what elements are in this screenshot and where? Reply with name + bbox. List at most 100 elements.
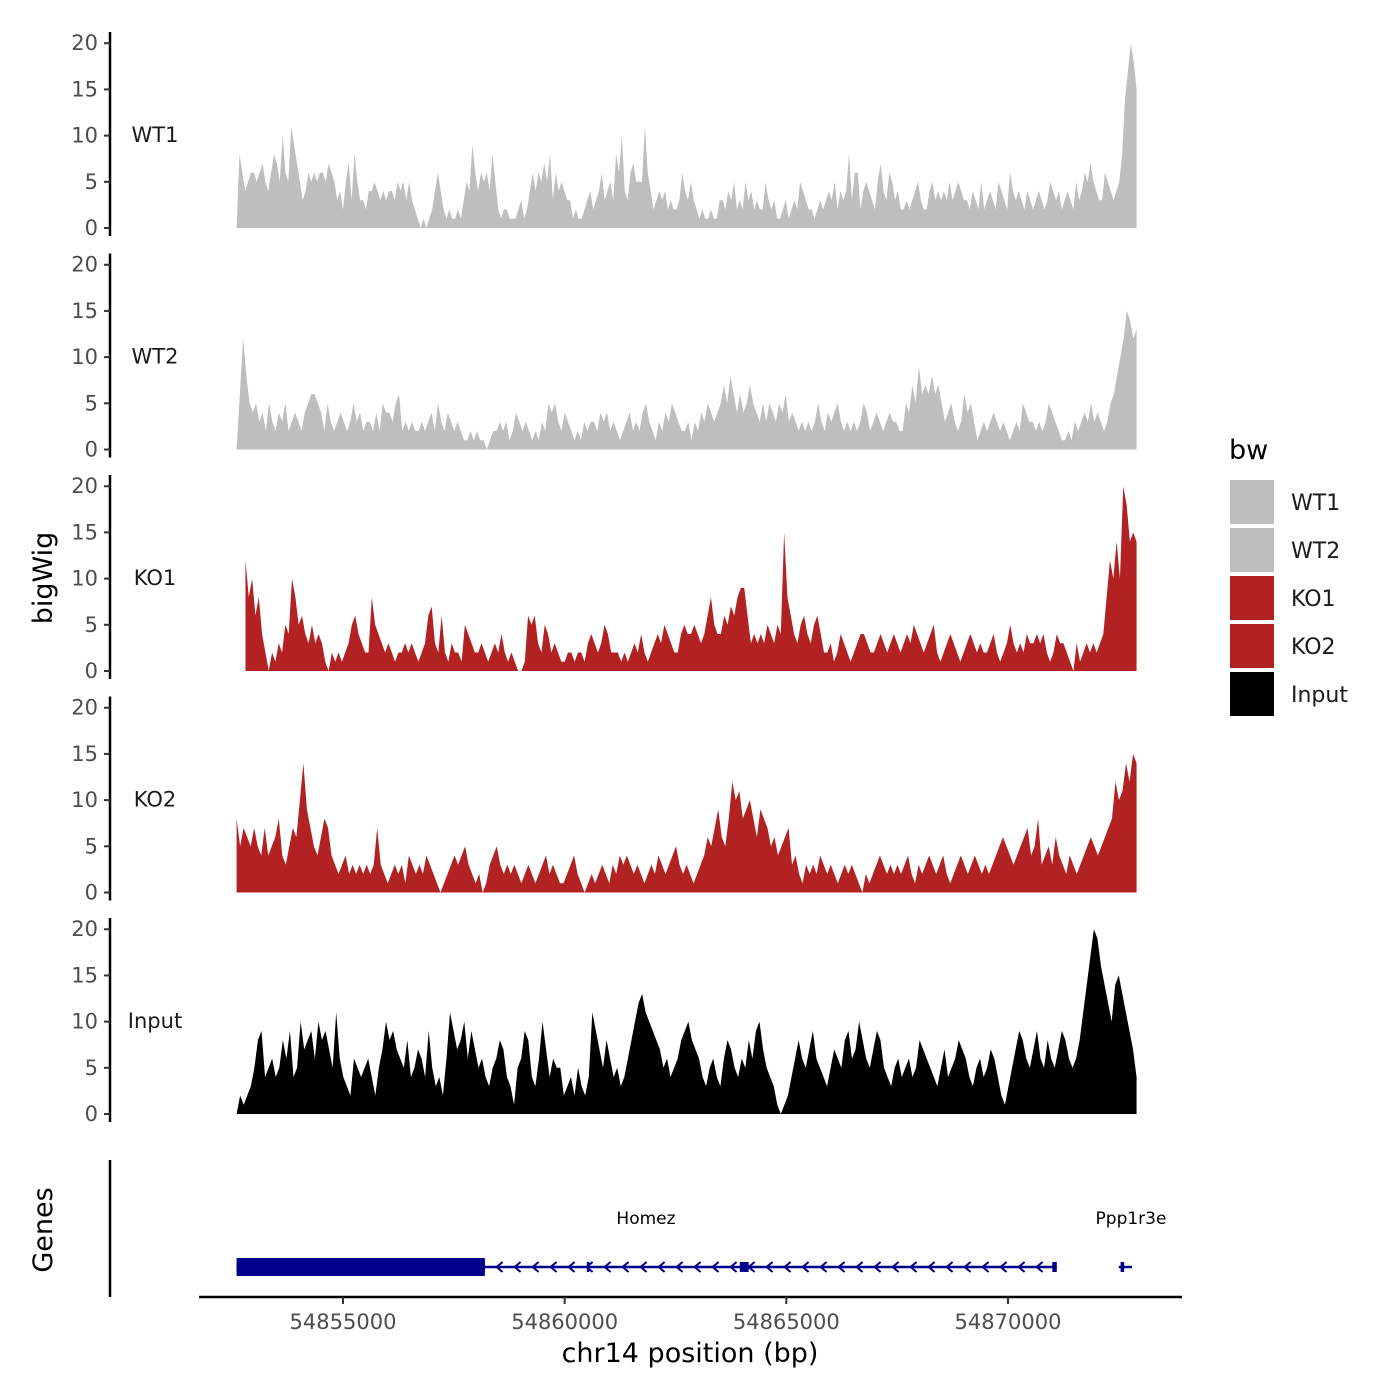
track-wt2: 0 5 10 15 20 WT2 [71, 253, 1137, 462]
gene-label-ppp1r3e: Ppp1r3e [1096, 1209, 1167, 1229]
gene-exon [739, 1262, 749, 1272]
strand-arrow [621, 1261, 630, 1273]
strand-arrow [837, 1261, 846, 1273]
strand-arrow [657, 1261, 666, 1273]
gene-ppp1r3e: Ppp1r3e [1096, 1209, 1167, 1272]
y-tick-label: 20 [71, 474, 98, 498]
track-input: 0 5 10 15 20 Input [71, 917, 1137, 1126]
gene-exon [1052, 1262, 1057, 1272]
y-tick-label: 15 [71, 299, 98, 323]
strand-arrow [531, 1261, 540, 1273]
genes-layer: Homez Ppp1r3e [108, 1160, 1167, 1297]
strand-arrow [549, 1261, 558, 1273]
gene-homez: Homez [236, 1209, 1057, 1276]
strand-arrow [639, 1261, 648, 1273]
coverage-area-input [236, 929, 1137, 1114]
legend-label-ko2: KO2 [1291, 635, 1336, 660]
strand-arrow [585, 1261, 594, 1273]
y-tick-label: 5 [85, 1056, 98, 1080]
x-tick-label: 54855000 [290, 1310, 397, 1334]
legend-swatch-ko1 [1230, 576, 1274, 620]
legend-swatch-wt1 [1230, 480, 1274, 524]
strand-arrow [567, 1261, 576, 1273]
track-label-wt1: WT1 [132, 123, 179, 147]
strand-arrow [873, 1261, 882, 1273]
y-tick-label: 10 [71, 345, 98, 369]
legend-swatch-input [1230, 672, 1274, 716]
y-tick-label: 10 [71, 1010, 98, 1034]
strand-arrow [891, 1261, 900, 1273]
y-tick-label: 15 [71, 742, 98, 766]
y-tick-label: 5 [85, 613, 98, 637]
strand-arrow [603, 1261, 612, 1273]
tracks-layer: 0 5 10 15 20 WT1 0 5 10 15 20 WT2 0 5 10 15 20 KO1 0 5 10 15 2… [71, 31, 1137, 1126]
y-tick-label: 20 [71, 917, 98, 941]
y-tick-label: 20 [71, 31, 98, 55]
track-label-ko1: KO1 [134, 566, 177, 590]
legend-swatch-wt2 [1230, 528, 1274, 572]
strand-arrow [801, 1261, 810, 1273]
strand-arrow [927, 1261, 936, 1273]
strand-arrow [729, 1261, 738, 1273]
y-tick-label: 15 [71, 963, 98, 987]
y-tick-label: 5 [85, 834, 98, 858]
legend-label-wt1: WT1 [1291, 491, 1340, 516]
coverage-area-wt1 [236, 43, 1137, 228]
gene-exon [586, 1262, 590, 1272]
y-axis-title: bigWig [28, 532, 59, 625]
legend-label-ko1: KO1 [1291, 587, 1336, 612]
y-tick-label: 10 [71, 124, 98, 148]
strand-arrow [1017, 1261, 1026, 1273]
coverage-area-ko2 [236, 753, 1137, 893]
coverage-area-wt2 [236, 310, 1137, 450]
y-tick-label: 0 [85, 438, 98, 462]
y-tick-label: 15 [71, 77, 98, 101]
strand-arrow [855, 1261, 864, 1273]
strand-arrow [693, 1261, 702, 1273]
legend-title: bw [1229, 435, 1268, 466]
y-tick-label: 0 [85, 881, 98, 905]
strand-arrow [495, 1261, 504, 1273]
y-tick-label: 5 [85, 170, 98, 194]
genes-axis-title: Genes [28, 1187, 59, 1272]
gene-label-homez: Homez [616, 1209, 675, 1229]
strand-arrow [981, 1261, 990, 1273]
strand-arrow [711, 1261, 720, 1273]
legend-label-input: Input [1291, 683, 1348, 708]
y-tick-label: 10 [71, 567, 98, 591]
y-tick-label: 10 [71, 788, 98, 812]
strand-arrow [513, 1261, 522, 1273]
coverage-area-ko1 [245, 486, 1137, 671]
y-tick-label: 0 [85, 216, 98, 240]
y-tick-label: 20 [71, 696, 98, 720]
track-wt1: 0 5 10 15 20 WT1 [71, 31, 1137, 240]
x-axis-title: chr14 position (bp) [562, 1338, 819, 1369]
y-tick-label: 0 [85, 659, 98, 683]
strand-arrow [909, 1261, 918, 1273]
track-label-ko2: KO2 [134, 788, 177, 812]
x-tick-label: 54865000 [733, 1310, 840, 1334]
strand-arrow [819, 1261, 828, 1273]
legend-swatch-ko2 [1230, 624, 1274, 668]
strand-arrow [999, 1261, 1008, 1273]
strand-arrow [963, 1261, 972, 1273]
x-tick-label: 54860000 [511, 1310, 618, 1334]
x-tick-label: 54870000 [955, 1310, 1062, 1334]
x-axis: 54855000 54860000 54865000 54870000 [199, 1295, 1182, 1334]
y-tick-label: 5 [85, 391, 98, 415]
legend: bw WT1 WT2 KO1 KO2 Input [1229, 435, 1348, 716]
track-label-input: Input [128, 1009, 182, 1033]
strand-arrow [945, 1261, 954, 1273]
gene-coding-exon [236, 1258, 485, 1276]
track-ko2: 0 5 10 15 20 KO2 [71, 696, 1137, 905]
strand-arrow [765, 1261, 774, 1273]
y-tick-label: 15 [71, 520, 98, 544]
track-ko1: 0 5 10 15 20 KO1 [71, 474, 1137, 683]
strand-arrow [1035, 1261, 1044, 1273]
y-tick-label: 20 [71, 253, 98, 277]
gene-exon [1120, 1262, 1125, 1272]
strand-arrow [783, 1261, 792, 1273]
track-label-wt2: WT2 [132, 345, 179, 369]
y-tick-label: 0 [85, 1102, 98, 1126]
